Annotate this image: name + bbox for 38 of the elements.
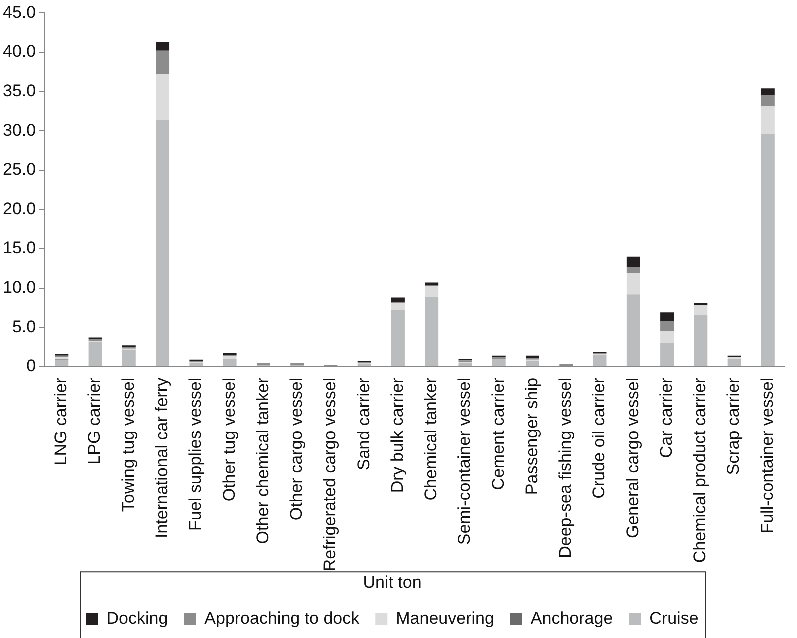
legend-title: Unit ton — [363, 572, 422, 592]
y-tick-label: 0 — [26, 356, 36, 376]
x-tick-label: Car carrier — [656, 378, 676, 458]
legend-label: Cruise — [650, 609, 699, 628]
x-tick-label: Other chemical tanker — [253, 378, 272, 544]
legend-label: Approaching to dock — [204, 609, 360, 628]
legend-label: Anchorage — [530, 609, 614, 628]
x-tick-label: Other cargo vessel — [287, 378, 306, 521]
x-tick-label: Refrigerated cargo vessel — [320, 378, 340, 572]
x-tick-label: Crude oil carrier — [590, 378, 609, 499]
x-tick-label: Chemical product carrier — [690, 378, 710, 564]
x-tick-label: General cargo vessel — [623, 378, 642, 539]
legend-label: Maneuvering — [396, 609, 494, 628]
y-tick-label: 15.0 — [2, 238, 36, 258]
x-tick-label: LNG carrier — [52, 378, 71, 466]
y-tick-label: 20.0 — [2, 199, 36, 218]
x-tick-label: Dry bulk carrier — [388, 378, 407, 494]
x-tick-label: Sand carrier — [354, 378, 374, 470]
x-tick-label: Passenger ship — [522, 378, 542, 496]
x-tick-label: Deep-sea fishing vessel — [556, 378, 576, 558]
y-tick-label: 25.0 — [2, 160, 36, 180]
legend-label: Docking — [106, 609, 168, 628]
x-tick-label: LPG carrier — [85, 378, 104, 465]
x-tick-label: Chemical tanker — [422, 378, 441, 501]
y-tick-label: 45.0 — [2, 2, 36, 22]
x-tick-label: Semi-container vessel — [455, 378, 474, 546]
y-tick-label: 10.0 — [2, 278, 36, 297]
x-tick-label: Fuel supplies vessel — [186, 378, 206, 531]
y-tick-label: 30.0 — [2, 120, 36, 140]
y-tick-label: 35.0 — [2, 81, 36, 100]
x-tick-label: Scrap carrier — [724, 378, 744, 476]
x-tick-label: International car ferry — [152, 377, 172, 539]
x-tick-label: Other tug vessel — [220, 378, 239, 502]
y-tick-label: 5.0 — [12, 317, 36, 336]
x-tick-label: Towing tug vessel — [118, 378, 138, 512]
x-tick-label: Full-container vessel — [758, 378, 777, 534]
x-tick-label: Cement carrier — [488, 378, 508, 490]
y-tick-label: 40.0 — [2, 42, 36, 62]
